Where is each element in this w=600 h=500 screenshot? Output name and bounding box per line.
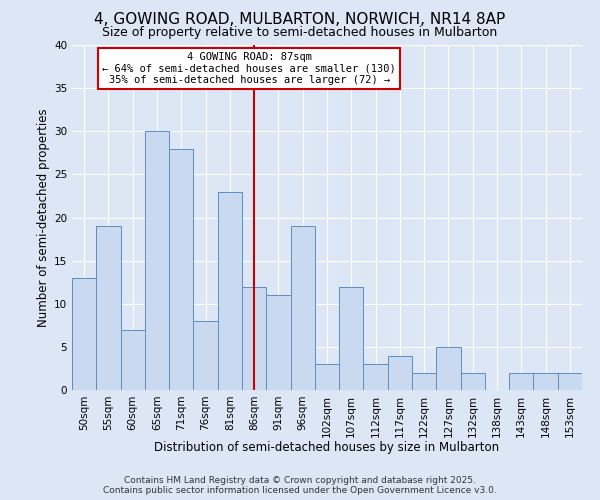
Bar [461,373,485,390]
Bar [412,373,436,390]
Bar [364,364,388,390]
Bar [436,347,461,390]
Bar [96,226,121,390]
Text: 4, GOWING ROAD, MULBARTON, NORWICH, NR14 8AP: 4, GOWING ROAD, MULBARTON, NORWICH, NR14… [94,12,506,28]
Bar [121,330,145,390]
Bar [72,278,96,390]
Bar [339,286,364,390]
Bar [266,295,290,390]
X-axis label: Distribution of semi-detached houses by size in Mulbarton: Distribution of semi-detached houses by … [154,441,500,454]
Text: Contains HM Land Registry data © Crown copyright and database right 2025.
Contai: Contains HM Land Registry data © Crown c… [103,476,497,495]
Bar [193,321,218,390]
Bar [388,356,412,390]
Bar [558,373,582,390]
Bar [315,364,339,390]
Bar [145,131,169,390]
Text: 4 GOWING ROAD: 87sqm
← 64% of semi-detached houses are smaller (130)
35% of semi: 4 GOWING ROAD: 87sqm ← 64% of semi-detac… [103,52,396,85]
Y-axis label: Number of semi-detached properties: Number of semi-detached properties [37,108,50,327]
Bar [218,192,242,390]
Bar [290,226,315,390]
Bar [533,373,558,390]
Bar [509,373,533,390]
Bar [242,286,266,390]
Bar [169,148,193,390]
Text: Size of property relative to semi-detached houses in Mulbarton: Size of property relative to semi-detach… [103,26,497,39]
